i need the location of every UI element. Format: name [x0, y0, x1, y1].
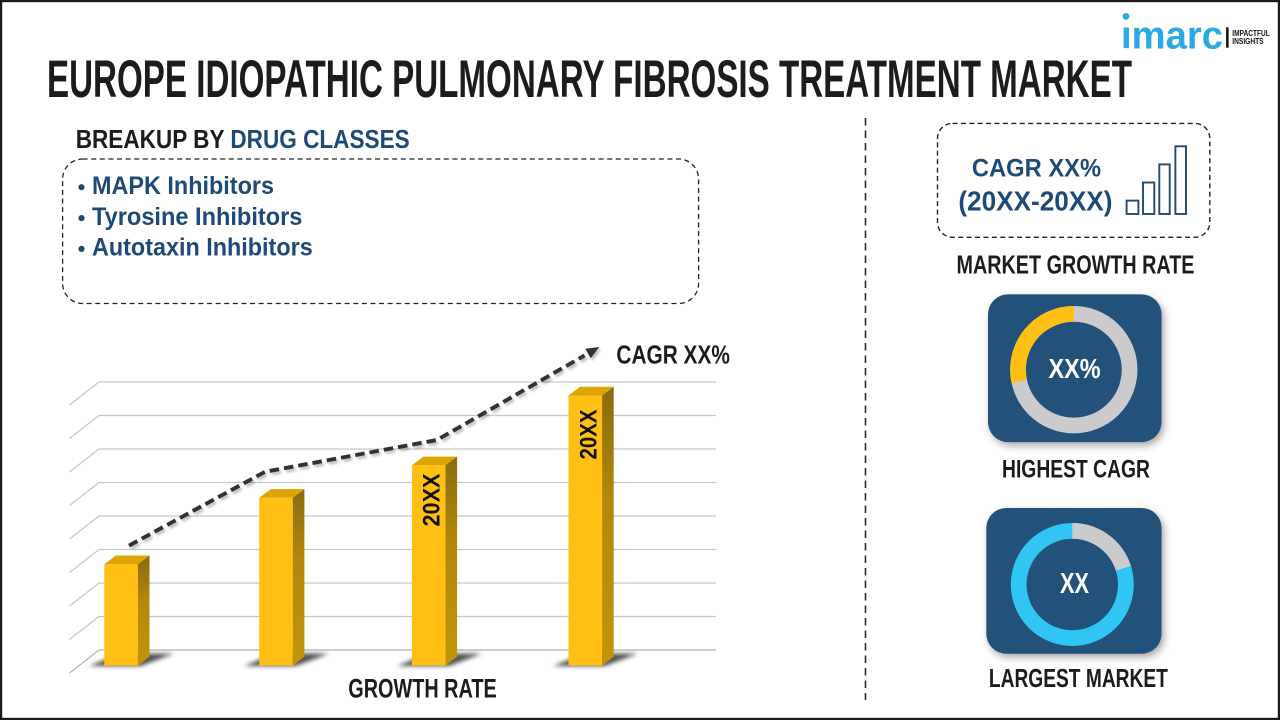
svg-text:XX: XX — [1060, 568, 1089, 600]
svg-text:GROWTH RATE: GROWTH RATE — [348, 674, 497, 704]
svg-text:MAPK Inhibitors: MAPK Inhibitors — [92, 172, 274, 200]
svg-text:imarc: imarc — [1121, 14, 1223, 57]
svg-text:20XX: 20XX — [575, 409, 602, 460]
svg-text:BREAKUP BY DRUG CLASSES: BREAKUP BY DRUG CLASSES — [76, 124, 410, 154]
svg-text:XX%: XX% — [1049, 353, 1101, 384]
svg-text:LARGEST MARKET: LARGEST MARKET — [989, 665, 1168, 693]
svg-text:CAGR XX%: CAGR XX% — [616, 340, 730, 370]
svg-text:HIGHEST CAGR: HIGHEST CAGR — [1002, 456, 1150, 484]
svg-text:Tyrosine Inhibitors: Tyrosine Inhibitors — [92, 203, 302, 231]
svg-text:Autotaxin Inhibitors: Autotaxin Inhibitors — [92, 234, 313, 262]
svg-text:20XX: 20XX — [419, 473, 446, 527]
svg-text:CAGR XX%: CAGR XX% — [972, 155, 1101, 183]
svg-text:INSIGHTS: INSIGHTS — [1232, 37, 1264, 46]
svg-text:EUROPE IDIOPATHIC PULMONARY FI: EUROPE IDIOPATHIC PULMONARY FIBROSIS TRE… — [47, 50, 1132, 109]
svg-text:IMPACTFUL: IMPACTFUL — [1232, 29, 1270, 38]
svg-text:(20XX-20XX): (20XX-20XX) — [958, 186, 1112, 217]
svg-text:MARKET GROWTH RATE: MARKET GROWTH RATE — [957, 252, 1195, 280]
